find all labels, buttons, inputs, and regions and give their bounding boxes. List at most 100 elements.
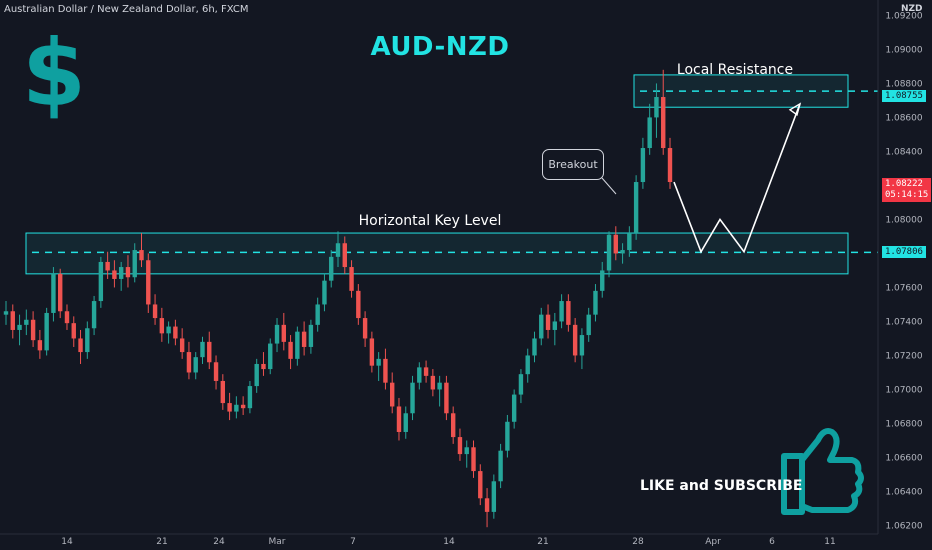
candle-body — [274, 324, 280, 344]
candle-body — [478, 471, 483, 499]
zones-layer — [25, 74, 878, 275]
price-tick-label: 1.06200 — [885, 521, 922, 531]
candle-body — [356, 290, 361, 319]
candle-body — [572, 324, 578, 356]
price-tick-label: 1.08800 — [885, 79, 922, 89]
candle-body — [593, 290, 598, 315]
candle-body — [403, 413, 408, 432]
candle-body — [37, 340, 43, 351]
last-price-value: 1.08222 — [885, 179, 923, 189]
candle-body — [64, 311, 70, 324]
candle-body — [329, 256, 334, 281]
candle-body — [518, 374, 524, 395]
candle-body — [139, 250, 144, 261]
like-subscribe-text: LIKE and SUBSCRIBE — [640, 478, 803, 494]
chart-title: AUD-NZD — [370, 32, 510, 62]
last-price-tag: 1.08222 05:14:15 — [882, 178, 932, 202]
candle-body — [511, 394, 517, 422]
price-tick-label: 1.07400 — [885, 317, 922, 327]
price-tick-label: 1.07200 — [885, 351, 922, 361]
candle-body — [3, 311, 9, 315]
candle-body — [647, 117, 652, 149]
candle-body — [51, 273, 56, 313]
candle-body — [288, 341, 293, 359]
candle-body — [410, 382, 415, 414]
zone-box — [25, 232, 849, 275]
candle-body — [268, 343, 273, 370]
price-tick-label: 1.09200 — [885, 11, 922, 21]
price-tick-label: 1.08600 — [885, 113, 922, 123]
candle-body — [498, 450, 503, 482]
candle-body — [417, 367, 422, 383]
candle-body — [112, 270, 117, 279]
candle-body — [98, 261, 104, 302]
candle-body — [390, 382, 395, 407]
support-price-tag: 1.07806 — [882, 246, 926, 258]
candle-body — [457, 437, 463, 455]
candle-body — [627, 233, 632, 251]
candle-body — [437, 382, 442, 390]
time-tick-label: 21 — [537, 537, 548, 547]
time-tick-label: Mar — [269, 537, 286, 547]
candle-body — [227, 403, 232, 412]
time-tick-label: Apr — [705, 537, 721, 547]
price-tick-label: 1.06400 — [885, 487, 922, 497]
candle-body — [613, 234, 618, 254]
currency-label: NZD — [901, 4, 923, 14]
candle-body — [125, 267, 131, 278]
candle-body — [640, 148, 646, 183]
candle-body — [132, 250, 137, 278]
candle-body — [58, 273, 63, 312]
bar-countdown: 05:14:15 — [885, 190, 929, 200]
price-tick-label: 1.07000 — [885, 385, 922, 395]
time-tick-label: 14 — [61, 537, 73, 547]
candle-body — [579, 335, 585, 356]
candle-body — [661, 97, 666, 149]
candle-body — [159, 318, 165, 334]
candle-body — [301, 331, 307, 347]
candle-body — [105, 261, 110, 271]
candle-body — [30, 319, 36, 341]
time-tick-label: 6 — [769, 537, 775, 547]
candle-body — [179, 338, 185, 353]
time-tick-label: 14 — [443, 537, 455, 547]
time-tick-label: 7 — [350, 537, 356, 547]
candle-body — [308, 324, 314, 347]
local-resistance-label: Local Resistance — [676, 62, 794, 78]
time-axis: 14 21 24 Mar 7 14 21 28 Apr 6 11 — [0, 533, 878, 547]
time-tick-label: 11 — [824, 537, 835, 547]
candle-body — [396, 406, 402, 432]
candle-body — [220, 380, 226, 404]
candle-body — [484, 498, 490, 512]
candle-body — [552, 321, 558, 330]
candle-body — [193, 357, 198, 373]
projection-arrowhead — [788, 102, 802, 116]
candle-body — [207, 341, 212, 363]
price-tick-label: 1.08400 — [885, 147, 922, 157]
candle-body — [566, 301, 571, 325]
candle-body — [200, 341, 205, 358]
candle-body — [315, 304, 320, 325]
candle-body — [166, 326, 171, 334]
candle-body — [525, 355, 530, 375]
dollar-icon: $ — [22, 20, 87, 127]
candle-body — [261, 363, 266, 370]
candle-body — [464, 447, 469, 455]
candle-body — [667, 148, 673, 183]
candle-body — [654, 97, 659, 118]
thumbs-up-icon[interactable] — [781, 428, 864, 515]
time-tick-label: 21 — [156, 537, 167, 547]
candle-body — [444, 382, 449, 414]
projection-path — [673, 103, 801, 254]
candle-body — [186, 352, 192, 373]
candle-body — [620, 250, 625, 254]
candle-body — [600, 270, 605, 291]
candle-body — [586, 314, 591, 336]
price-axis: 1.09200 1.09000 1.08800 1.08600 1.08400 1.082… — [877, 0, 923, 534]
candle-body — [633, 182, 639, 234]
candle-body — [44, 312, 49, 351]
resistance-price-tag: 1.08755 — [882, 90, 926, 102]
candle-body — [342, 243, 347, 268]
candle-body — [491, 481, 497, 512]
